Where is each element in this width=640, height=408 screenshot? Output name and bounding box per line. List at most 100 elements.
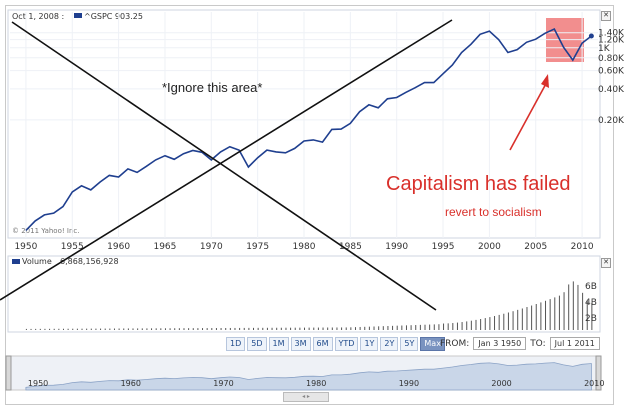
volume-bar — [30, 328, 32, 330]
overview-year-label: 1950 — [28, 379, 48, 388]
to-label: TO: — [530, 338, 546, 349]
volume-bar — [461, 322, 463, 330]
volume-bar — [401, 325, 403, 330]
volume-bar — [285, 327, 287, 330]
range-button-1y[interactable]: 1Y — [360, 337, 379, 351]
volume-bar — [202, 328, 204, 330]
volume-tick-2b: 2B — [585, 314, 597, 324]
volume-bar — [90, 328, 92, 330]
volume-bar — [239, 327, 241, 330]
volume-bar — [49, 328, 51, 330]
volume-bar — [558, 295, 560, 330]
header-date: Oct 1, 2008 : — [12, 12, 64, 21]
volume-bar — [243, 327, 245, 330]
last-point-marker — [588, 33, 594, 39]
volume-bar — [151, 328, 153, 330]
volume-bar — [586, 300, 588, 330]
range-button-2y[interactable]: 2Y — [380, 337, 399, 351]
from-date-field[interactable]: Jan 3 1950 — [473, 337, 527, 350]
volume-bar — [392, 325, 394, 330]
volume-bar — [81, 328, 83, 330]
volume-bar — [521, 308, 523, 330]
range-button-1m[interactable]: 1M — [268, 337, 289, 351]
volume-bar — [58, 328, 60, 330]
overview-left-handle[interactable] — [5, 355, 12, 391]
volume-bar — [146, 328, 148, 330]
volume-bar — [475, 319, 477, 330]
volume-bar — [327, 327, 329, 330]
volume-label: Volume — [22, 257, 52, 266]
range-button-max[interactable]: Max — [420, 337, 445, 351]
volume-bar — [220, 328, 222, 330]
volume-bar — [568, 284, 570, 330]
x-tick-label: 1975 — [246, 242, 269, 252]
y-tick-label: 0.40K — [598, 85, 625, 95]
series-line — [25, 27, 592, 231]
range-button-6m[interactable]: 6M — [312, 337, 333, 351]
volume-bar — [123, 328, 125, 330]
volume-bar — [438, 324, 440, 330]
range-buttons: 1D 5D 1M 3M 6M YTD 1Y 2Y 5Y Max — [226, 337, 445, 351]
volume-bar — [39, 328, 41, 330]
volume-bar — [466, 321, 468, 330]
volume-bar — [192, 328, 194, 330]
range-button-5d[interactable]: 5D — [247, 337, 267, 351]
volume-bar — [62, 328, 64, 330]
volume-bar — [405, 325, 407, 330]
volume-bar — [262, 327, 264, 330]
volume-bar — [424, 324, 426, 330]
volume-bar — [169, 328, 171, 330]
x-tick-label: 1980 — [293, 242, 316, 252]
range-button-3m[interactable]: 3M — [290, 337, 311, 351]
range-button-1d[interactable]: 1D — [226, 337, 246, 351]
volume-bar — [452, 323, 454, 330]
volume-bar — [132, 328, 134, 330]
overview-year-label: 2000 — [491, 379, 511, 388]
series-swatch — [74, 13, 82, 18]
volume-bar — [248, 327, 250, 330]
volume-bar — [118, 328, 120, 330]
range-button-ytd[interactable]: YTD — [334, 337, 359, 351]
to-date-field[interactable]: Jul 1 2011 — [549, 337, 600, 350]
y-tick-label: 1K — [598, 44, 611, 54]
x-tick-labels: 1950 1955 1960 1965 1970 1975 1980 1985 1990 1995… — [14, 242, 593, 252]
ignore-annotation: *Ignore this area* — [162, 80, 262, 95]
copyright: © 2011 Yahoo! Inc. — [12, 227, 79, 235]
volume-bar — [313, 327, 315, 330]
volume-bar — [304, 327, 305, 330]
y-tick-label: 1.40K — [598, 29, 625, 39]
volume-bar — [44, 328, 46, 330]
y-tick-label: 0.80K — [598, 54, 625, 64]
volume-bar — [364, 326, 366, 330]
volume-bar — [443, 323, 445, 330]
volume-bar — [67, 328, 69, 330]
volume-bar — [433, 324, 435, 330]
volume-bar — [35, 328, 37, 330]
cross-line-up — [0, 19, 453, 301]
headline-annotation: Capitalism has failed — [386, 173, 571, 195]
volume-bar — [498, 314, 500, 330]
volume-bar — [517, 309, 519, 330]
chart-close-icon[interactable]: ✕ — [601, 11, 611, 21]
volume-bar — [294, 327, 296, 330]
volume-bar — [373, 326, 375, 330]
volume-bar — [322, 327, 324, 330]
volume-bar — [577, 284, 579, 330]
overview-right-handle[interactable] — [595, 355, 602, 391]
overview-year-label: 1980 — [306, 379, 326, 388]
volume-close-icon[interactable]: ✕ — [601, 258, 611, 268]
volume-bar — [127, 328, 129, 330]
date-range-row: FROM: Jan 3 1950 TO: Jul 1 2011 — [440, 337, 600, 350]
overview-scroll-handle[interactable]: ◂ ▸ — [283, 392, 329, 402]
volume-bar — [531, 305, 533, 330]
range-button-5y[interactable]: 5Y — [400, 337, 419, 351]
volume-bar — [276, 327, 278, 330]
overview-year-label: 1970 — [213, 379, 233, 388]
overview-year-labels: 1950 1960 1970 1980 1990 2000 2010 — [28, 379, 605, 388]
volume-bar — [554, 297, 556, 330]
volume-bar — [480, 319, 482, 330]
volume-bar — [345, 327, 347, 330]
red-arrow-head — [541, 74, 549, 88]
overview-year-label: 2010 — [584, 379, 604, 388]
